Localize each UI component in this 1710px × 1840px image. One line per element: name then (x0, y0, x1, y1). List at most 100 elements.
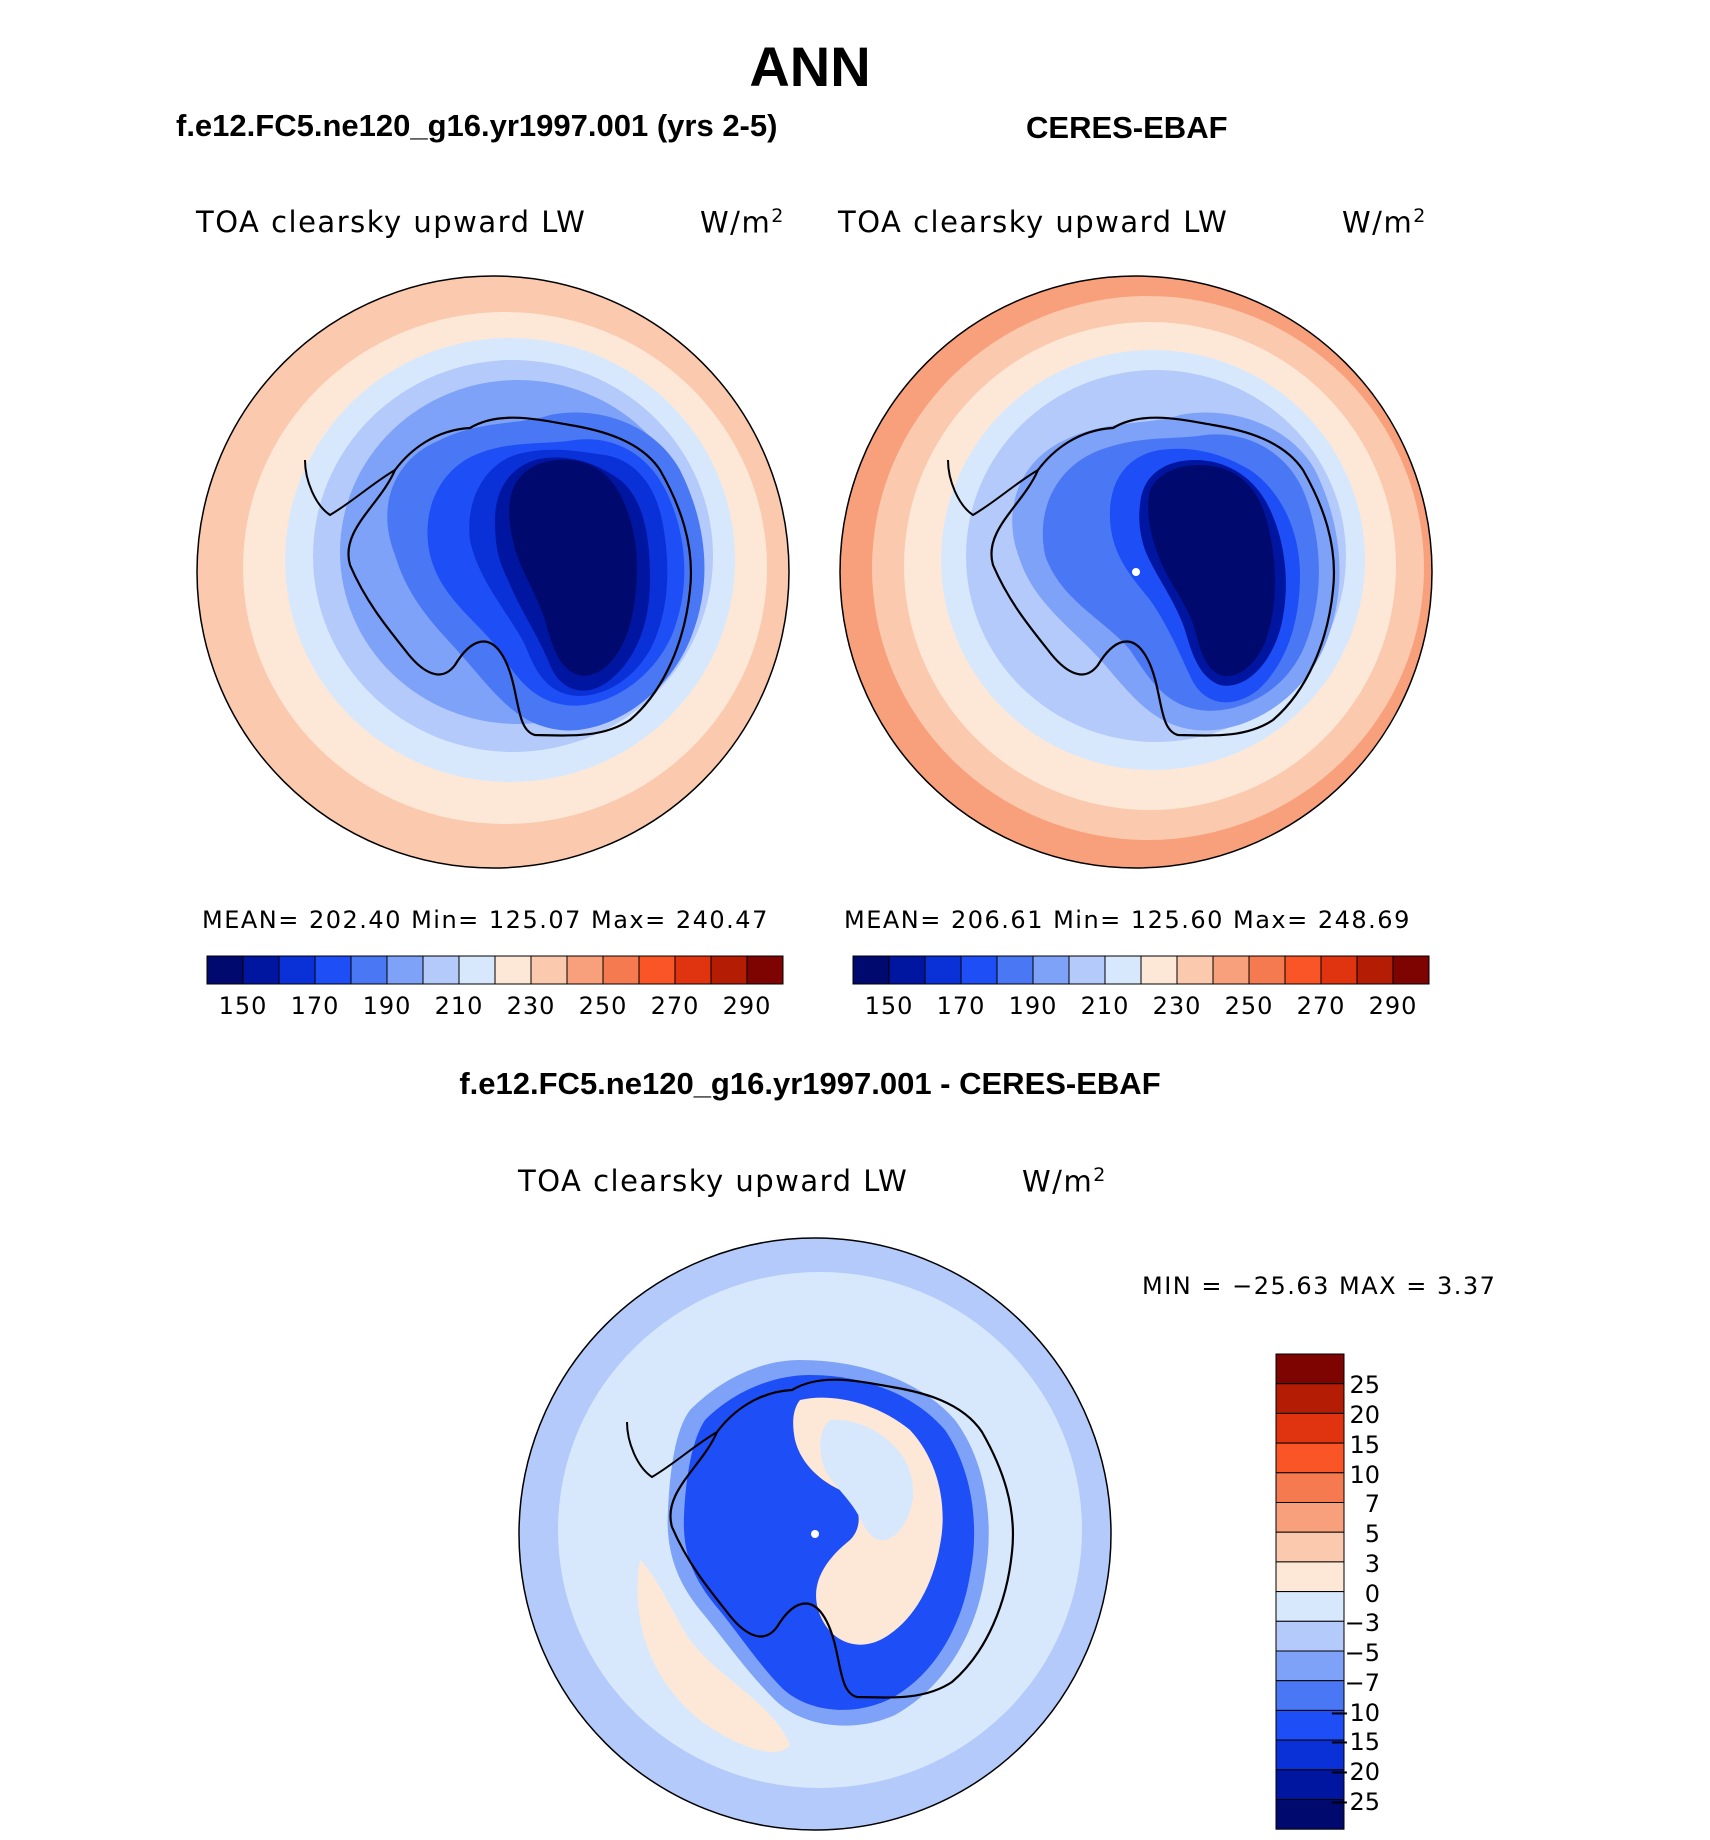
colorbar-box (1275, 1620, 1345, 1652)
colorbar-box (1275, 1680, 1345, 1711)
colorbar-box (960, 955, 998, 985)
difference-colorbar (1275, 1353, 1345, 1830)
colorbar-box (1284, 955, 1322, 985)
difference-colorbar-label: −15 (1329, 1728, 1380, 1756)
colorbar-box (314, 955, 352, 985)
difference-minmax: MIN = −25.63 MAX = 3.37 (1142, 1272, 1497, 1300)
left-panel-variable: TOA clearsky upward LW (196, 205, 587, 239)
difference-map-pole-marker (811, 1530, 819, 1538)
right-map-boundary (839, 275, 1433, 869)
left-colorbar-label: 170 (291, 992, 340, 1020)
difference-panel-subtitle: f.e12.FC5.ne120_g16.yr1997.001 - CERES-E… (459, 1066, 1161, 1101)
right-map-pole-marker (1132, 568, 1140, 576)
colorbar-box (888, 955, 926, 985)
colorbar-box (602, 955, 640, 985)
left-panel-units: W/m2 (700, 205, 785, 240)
difference-colorbar-label: −10 (1329, 1699, 1380, 1727)
right-colorbar-label: 230 (1153, 992, 1202, 1020)
right-panel-units: W/m2 (1342, 205, 1427, 240)
colorbar-box (1275, 1591, 1345, 1622)
right-colorbar-label: 170 (937, 992, 986, 1020)
difference-colorbar-label: −5 (1345, 1639, 1380, 1667)
colorbar-box (1392, 955, 1430, 985)
left-colorbar (206, 955, 784, 985)
colorbar-box (1275, 1383, 1345, 1414)
left-panel-stats: MEAN= 202.40 Min= 125.07 Max= 240.47 (202, 906, 769, 934)
colorbar-box (278, 955, 316, 985)
difference-panel-variable: TOA clearsky upward LW (518, 1164, 909, 1198)
colorbar-box (1032, 955, 1070, 985)
colorbar-box (1212, 955, 1250, 985)
right-colorbar-label: 210 (1081, 992, 1130, 1020)
colorbar-box (924, 955, 962, 985)
left-map-peninsula (304, 459, 396, 517)
right-map-peninsula (947, 459, 1039, 517)
difference-colorbar-label: −20 (1329, 1758, 1380, 1786)
left-map (197, 276, 789, 868)
colorbar-box (1068, 955, 1106, 985)
left-map-boundary (196, 275, 790, 869)
left-map-coastline (347, 416, 693, 737)
right-colorbar-label: 150 (865, 992, 914, 1020)
colorbar-box (746, 955, 784, 985)
colorbar-box (1275, 1650, 1345, 1682)
colorbar-box (674, 955, 712, 985)
left-colorbar-label: 230 (507, 992, 556, 1020)
colorbar-box (530, 955, 568, 985)
colorbar-box (1275, 1442, 1345, 1474)
difference-map-peninsula (626, 1421, 718, 1479)
difference-panel-units: W/m2 (1022, 1164, 1107, 1199)
colorbar-box (566, 955, 604, 985)
difference-map-coastline (669, 1378, 1015, 1699)
right-colorbar (852, 955, 1430, 985)
difference-colorbar-label: 10 (1349, 1461, 1380, 1489)
colorbar-box (1275, 1502, 1345, 1533)
right-panel-stats: MEAN= 206.61 Min= 125.60 Max= 248.69 (844, 906, 1411, 934)
difference-colorbar-label: 3 (1365, 1550, 1380, 1578)
colorbar-box (1248, 955, 1286, 985)
colorbar-box (242, 955, 280, 985)
colorbar-box (1275, 1799, 1345, 1830)
colorbar-box (638, 955, 676, 985)
colorbar-box (1140, 955, 1178, 985)
colorbar-box (1275, 1353, 1345, 1385)
colorbar-box (422, 955, 460, 985)
difference-colorbar-label: 7 (1365, 1490, 1380, 1518)
difference-colorbar-label: 0 (1365, 1580, 1380, 1608)
colorbar-box (206, 955, 244, 985)
left-colorbar-label: 290 (723, 992, 772, 1020)
difference-colorbar-label: 15 (1349, 1431, 1380, 1459)
colorbar-box (852, 955, 890, 985)
left-colorbar-label: 210 (435, 992, 484, 1020)
colorbar-box (1275, 1531, 1345, 1563)
difference-colorbar-label: −25 (1329, 1788, 1380, 1816)
left-colorbar-label: 250 (579, 992, 628, 1020)
right-colorbar-label: 270 (1297, 992, 1346, 1020)
colorbar-box (996, 955, 1034, 985)
left-colorbar-label: 190 (363, 992, 412, 1020)
left-colorbar-label: 270 (651, 992, 700, 1020)
right-colorbar-label: 250 (1225, 992, 1274, 1020)
left-panel-subtitle: f.e12.FC5.ne120_g16.yr1997.001 (yrs 2-5) (176, 108, 778, 143)
right-colorbar-label: 290 (1369, 992, 1418, 1020)
difference-colorbar-label: −3 (1345, 1609, 1380, 1637)
difference-colorbar-label: −7 (1345, 1669, 1380, 1697)
colorbar-box (350, 955, 388, 985)
left-colorbar-label: 150 (219, 992, 268, 1020)
main-title: ANN (749, 35, 871, 98)
colorbar-box (494, 955, 532, 985)
right-panel-subtitle: CERES-EBAF (1026, 110, 1228, 145)
colorbar-box (1176, 955, 1214, 985)
colorbar-box (1275, 1709, 1345, 1741)
colorbar-box (1356, 955, 1394, 985)
difference-map-boundary (518, 1237, 1112, 1831)
colorbar-box (1275, 1561, 1345, 1593)
colorbar-box (1320, 955, 1358, 985)
colorbar-box (386, 955, 424, 985)
right-panel-variable: TOA clearsky upward LW (838, 205, 1229, 239)
right-map-coastline (990, 416, 1336, 737)
colorbar-box (1104, 955, 1142, 985)
colorbar-box (458, 955, 496, 985)
colorbar-box (710, 955, 748, 985)
